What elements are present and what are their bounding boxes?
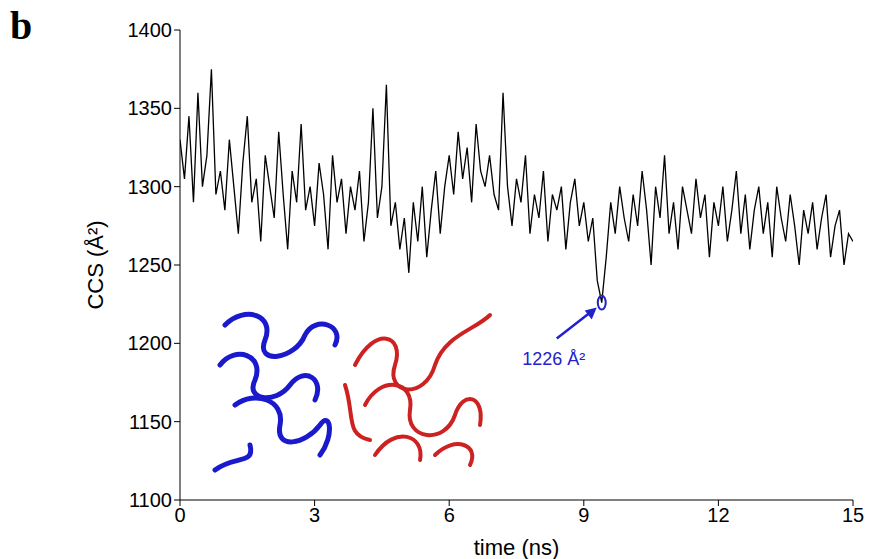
svg-text:1200: 1200 xyxy=(128,332,173,354)
svg-text:12: 12 xyxy=(707,504,729,526)
svg-text:1226 Å²: 1226 Å² xyxy=(522,349,585,369)
svg-text:15: 15 xyxy=(842,504,864,526)
svg-text:1250: 1250 xyxy=(128,254,173,276)
svg-text:6: 6 xyxy=(444,504,455,526)
svg-text:1300: 1300 xyxy=(128,176,173,198)
svg-text:1350: 1350 xyxy=(128,97,173,119)
svg-text:0: 0 xyxy=(174,504,185,526)
html-text:b: b xyxy=(10,3,33,48)
svg-text:1100: 1100 xyxy=(129,489,172,511)
svg-text:time (ns): time (ns) xyxy=(474,535,560,559)
svg-text:1400: 1400 xyxy=(128,19,173,41)
svg-text:9: 9 xyxy=(578,504,589,526)
svg-text:3: 3 xyxy=(309,504,320,526)
svg-text:1150: 1150 xyxy=(129,411,172,433)
svg-text:CCS (Å²): CCS (Å²) xyxy=(83,220,108,309)
